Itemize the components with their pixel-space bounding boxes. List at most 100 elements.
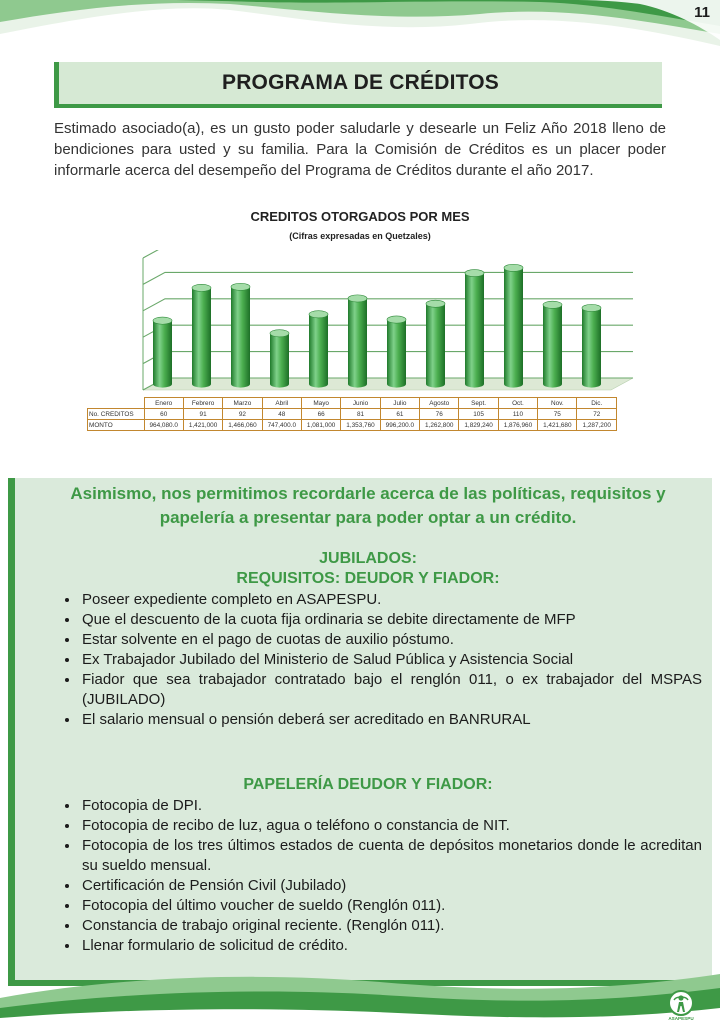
data-cell: 48: [261, 408, 302, 420]
bar-dic: [582, 307, 601, 388]
data-cell: 110: [497, 408, 539, 420]
top-wave-decoration: [0, 0, 720, 46]
data-cell: 61: [379, 408, 421, 420]
bar-top: [269, 329, 290, 338]
bar-oct: [504, 267, 523, 388]
month-label: Enero: [143, 397, 184, 409]
data-cell: 81: [340, 408, 381, 420]
bar-abril: [270, 333, 289, 388]
data-cell: 72: [576, 408, 617, 420]
requirements-list: Poseer expediente completo en ASAPESPU.Q…: [58, 590, 702, 730]
bar-top: [191, 284, 212, 292]
data-cell: 1,287,200: [576, 419, 617, 431]
bar-julio: [387, 319, 406, 388]
month-label: Febrero: [182, 397, 224, 409]
requirement-item: El salario mensual o pensión deberá ser …: [80, 710, 702, 730]
document-item: Llenar formulario de solicitud de crédit…: [80, 936, 702, 956]
data-cell: 996,200.0: [379, 419, 421, 431]
section-heading-jubilados: JUBILADOS:: [319, 550, 417, 567]
month-label: Julio: [379, 397, 421, 409]
chart-data-table: Enero Febrero Marzo Abril Mayo Junio Julio Agos…: [87, 397, 617, 431]
data-cell: 1,829,240: [458, 419, 499, 431]
page-title: PROGRAMA DE CRÉDITOS: [221, 71, 500, 94]
bar-top: [386, 315, 407, 324]
data-cell: 1,081,000: [300, 419, 342, 431]
month-label: Junio: [340, 397, 381, 409]
requirement-item: Poseer expediente completo en ASAPESPU.: [80, 590, 702, 610]
data-cell: 105: [458, 408, 499, 420]
credits-chart: CREDITOS OTORGADOS POR MES (Cifras expre…: [84, 206, 636, 454]
bar-agosto: [426, 303, 445, 388]
data-cell: 1,421,000: [182, 419, 224, 431]
asapespu-logo: ASAPESPU: [668, 990, 694, 1021]
month-label: Dic.: [576, 397, 617, 409]
chart-subtitle: (Cifras expresadas en Quetzales): [289, 231, 431, 241]
intro-paragraph: Estimado asociado(a), es un gusto poder …: [54, 120, 666, 179]
document-item: Fotocopia de recibo de luz, agua o teléf…: [80, 816, 702, 836]
document-item: Fotocopia del último voucher de sueldo (…: [80, 896, 702, 916]
data-cell: 1,876,960: [497, 419, 539, 431]
table-row: No. CREDITOS 60 91 92 48 66 81 61 76 105 110 75 72: [87, 408, 617, 420]
data-cell: 91: [182, 408, 224, 420]
gridline: [142, 271, 633, 285]
document-item: Fotocopia de los tres últimos estados de…: [80, 836, 702, 876]
data-cell: 1,421,680: [537, 419, 578, 431]
data-cell: 60: [143, 408, 184, 420]
requirement-item: Que el descuento de la cuota fija ordina…: [80, 610, 702, 630]
month-label: Marzo: [222, 397, 263, 409]
document-item: Fotocopia de DPI.: [80, 796, 702, 816]
bar-enero: [153, 320, 172, 388]
logo-text: ASAPESPU: [668, 1016, 694, 1021]
bar-febrero: [192, 287, 211, 388]
requirements-panel: Asimismo, nos permitimos recordarle acer…: [8, 478, 712, 986]
panel-heading: Asimismo, nos permitimos recordarle acer…: [70, 484, 666, 527]
chart-title: CREDITOS OTORGADOS POR MES: [250, 209, 470, 224]
gridline: [142, 250, 159, 259]
bar-junio: [348, 298, 367, 388]
bar-top: [581, 304, 602, 312]
requirement-item: Estar solvente en el pago de cuotas de a…: [80, 630, 702, 650]
table-row: MONTO 964,080.0 1,421,000 1,466,060 747,400.…: [87, 419, 617, 431]
month-label: Nov.: [537, 397, 578, 409]
month-label: Oct.: [497, 397, 539, 409]
bar-mayo: [309, 314, 328, 388]
row-label: MONTO: [87, 419, 145, 431]
bar-top: [503, 263, 524, 272]
data-cell: 1,353,760: [340, 419, 381, 431]
bar-top: [308, 310, 329, 319]
month-label: Abril: [261, 397, 302, 409]
data-cell: 964,080.0: [143, 419, 184, 431]
requirement-item: Ex Trabajador Jubilado del Ministerio de…: [80, 650, 702, 670]
page-number: 11: [694, 4, 710, 21]
bar-marzo: [231, 286, 250, 388]
documents-list: Fotocopia de DPI.Fotocopia de recibo de …: [58, 796, 702, 956]
data-cell: 1,262,800: [419, 419, 460, 431]
bar-nov: [543, 304, 562, 388]
bar-top: [425, 299, 446, 308]
panel-left-accent: [8, 478, 15, 986]
table-corner: [88, 398, 145, 409]
bar-top: [542, 300, 563, 309]
data-cell: 66: [300, 408, 342, 420]
bar-top: [152, 316, 173, 325]
month-label: Agosto: [419, 397, 460, 409]
data-cell: 1,466,060: [222, 419, 263, 431]
section-heading-papeleria: PAPELERÍA DEUDOR Y FIADOR:: [243, 776, 493, 793]
bar-sept: [465, 273, 484, 388]
bar-top: [347, 294, 368, 303]
requirement-item: Fiador que sea trabajador contratado baj…: [80, 670, 702, 710]
month-label: Sept.: [458, 397, 499, 409]
chart-plot: [142, 250, 634, 391]
data-cell: 92: [222, 408, 263, 420]
data-cell: 76: [419, 408, 460, 420]
document-item: Constancia de trabajo original reciente.…: [80, 916, 702, 936]
row-label: No. CREDITOS: [87, 408, 145, 420]
bar-top: [230, 282, 251, 291]
bottom-wave-decoration: [0, 974, 720, 1024]
document-item: Certificación de Pensión Civil (Jubilado…: [80, 876, 702, 896]
bar-top: [464, 269, 485, 278]
table-header-row: Enero Febrero Marzo Abril Mayo Junio Julio Agos…: [88, 397, 617, 409]
month-label: Mayo: [300, 397, 342, 409]
data-cell: 747,400.0: [261, 419, 302, 431]
section-heading-requisitos: REQUISITOS: DEUDOR Y FIADOR:: [236, 570, 500, 587]
